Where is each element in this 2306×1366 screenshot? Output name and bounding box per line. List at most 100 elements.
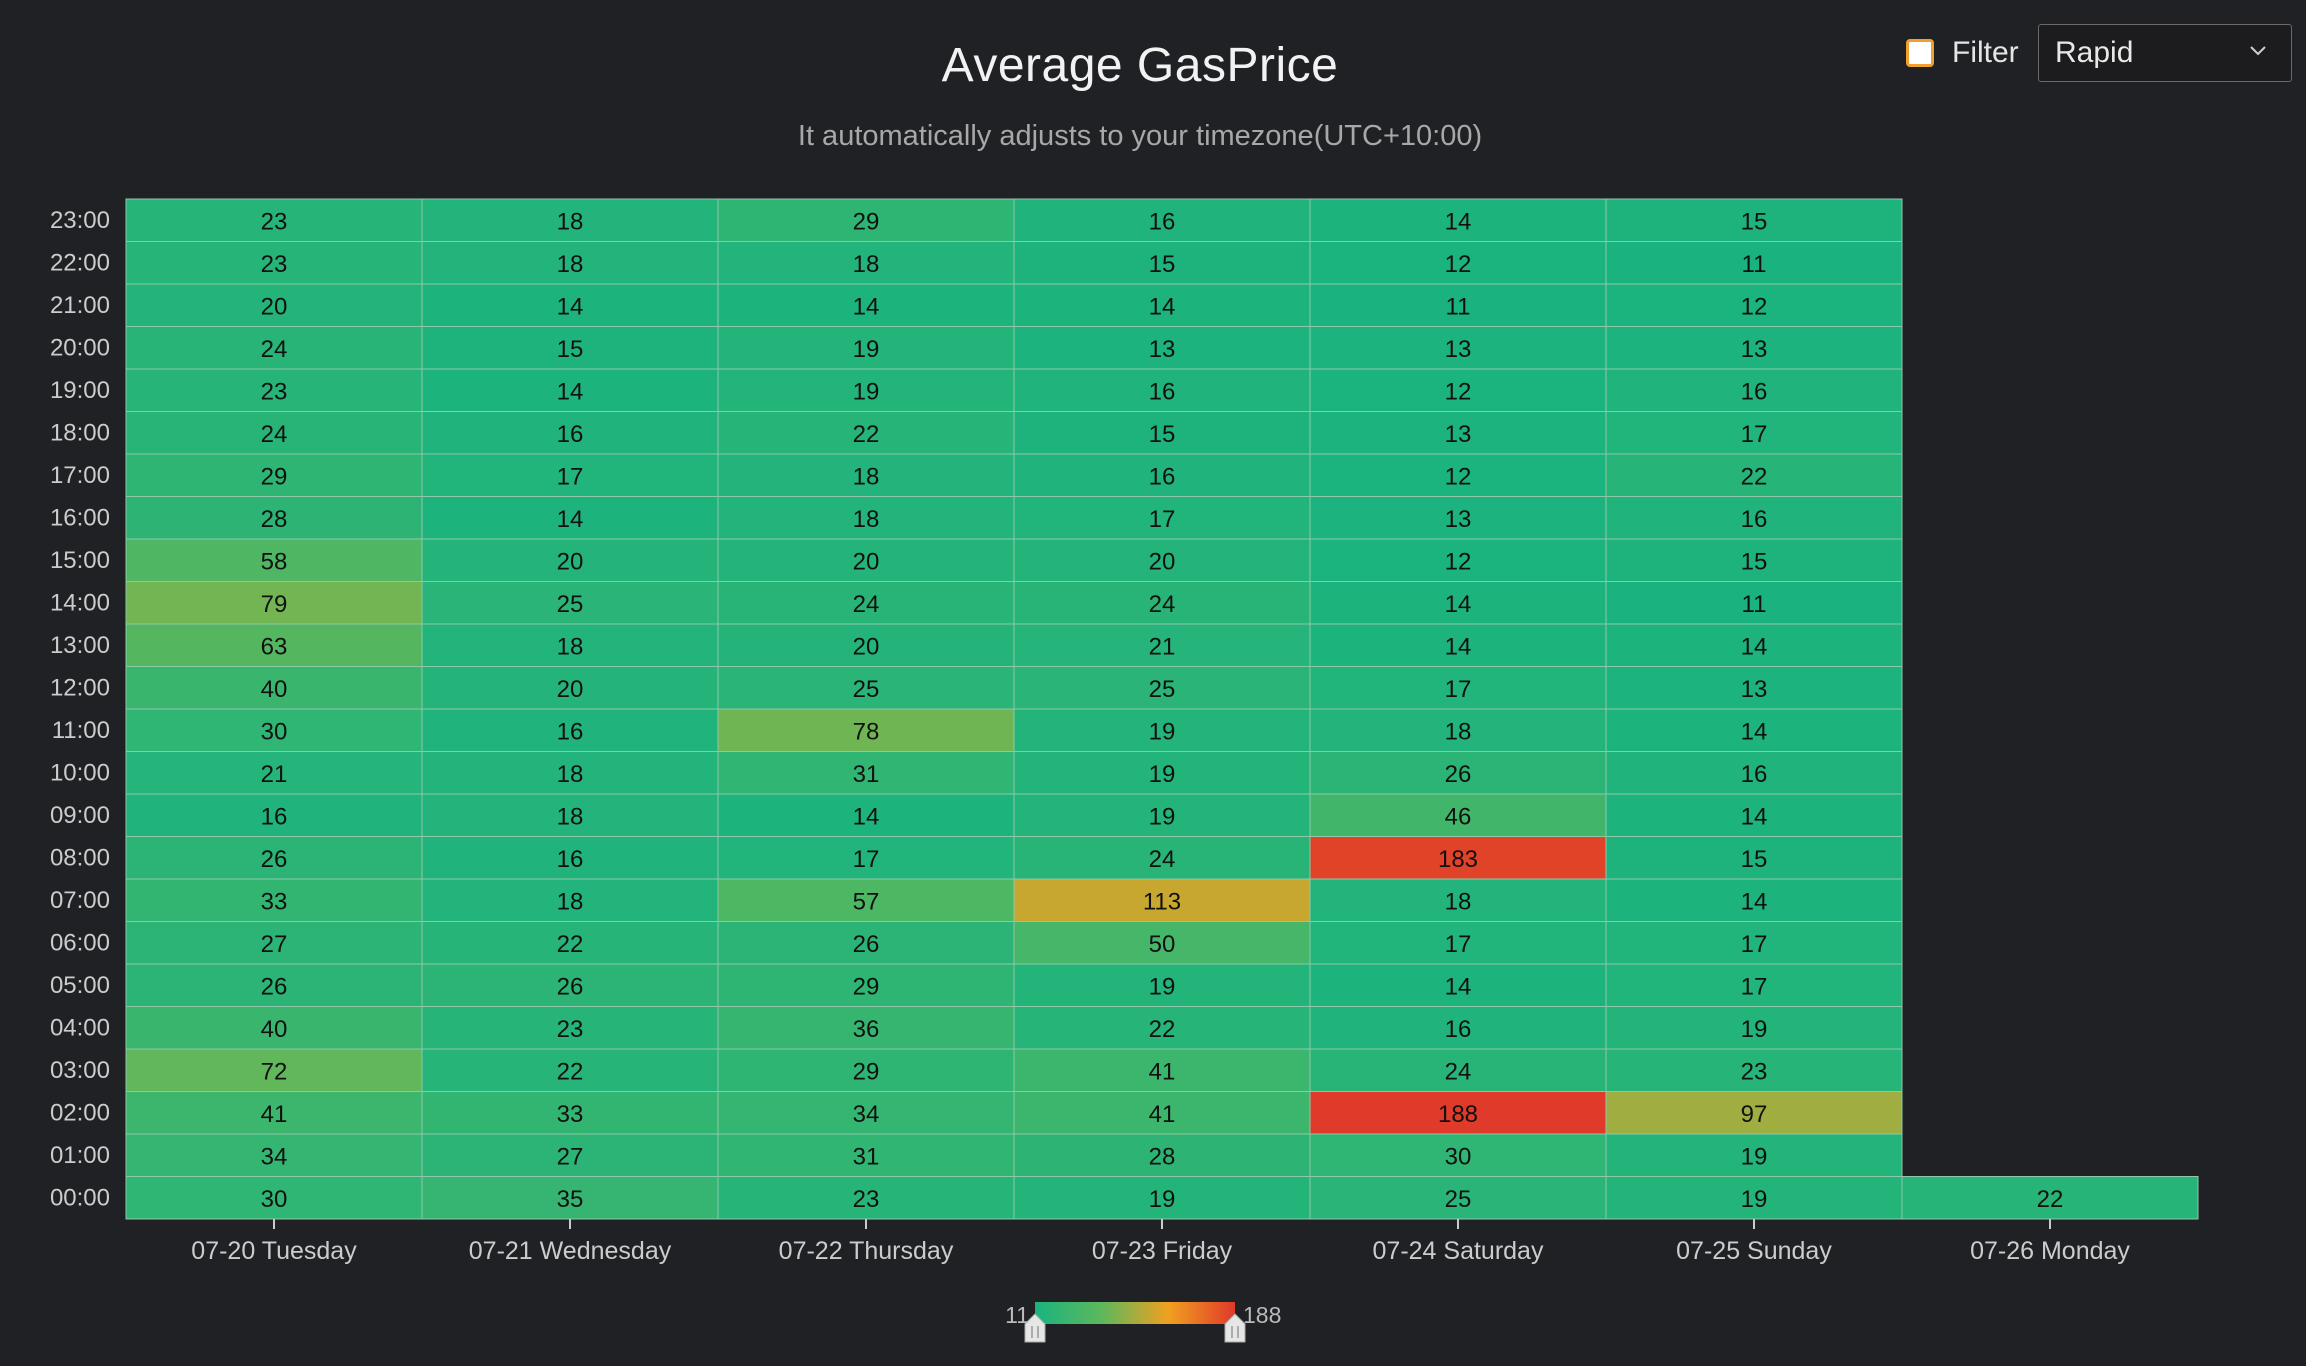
cell-value-label: 14 [557, 293, 584, 320]
heatmap-cell [1901, 1176, 2199, 1220]
heatmap-cell [421, 453, 719, 497]
heatmap-cell [1309, 411, 1607, 455]
heatmap-cell [1309, 1176, 1607, 1220]
heatmap-cell [1309, 538, 1607, 582]
heatmap-cell [1309, 496, 1607, 540]
heatmap-cell [125, 1133, 423, 1177]
cell-value-label: 33 [557, 1101, 584, 1128]
cell-value-label: 21 [261, 761, 288, 788]
heatmap-cell [717, 198, 1015, 242]
cell-value-label: 20 [557, 676, 584, 703]
heatmap-cell [421, 368, 719, 412]
cell-value-label: 17 [1445, 931, 1472, 958]
heatmap-cell [1605, 751, 1903, 795]
cell-value-label: 23 [261, 378, 288, 405]
cell-value-label: 21 [1149, 633, 1176, 660]
y-axis-tick-label: 06:00 [50, 930, 110, 957]
heatmap-cell [1309, 623, 1607, 667]
cell-value-label: 17 [1741, 931, 1768, 958]
cell-value-label: 16 [1149, 378, 1176, 405]
cell-value-label: 40 [261, 1016, 288, 1043]
heatmap-cell [717, 963, 1015, 1007]
visual-map-min-handle[interactable] [1024, 1313, 1046, 1343]
heatmap-cell [125, 751, 423, 795]
heatmap-cell [421, 326, 719, 370]
heatmap-cell [1605, 198, 1903, 242]
cell-value-label: 23 [853, 1186, 880, 1213]
cell-value-label: 17 [557, 463, 584, 490]
filter-label: Filter [1952, 36, 2019, 69]
visual-map-max-handle[interactable] [1224, 1313, 1246, 1343]
cell-value-label: 23 [1741, 1058, 1768, 1085]
heatmap-cell [717, 326, 1015, 370]
cell-value-label: 188 [1438, 1101, 1478, 1128]
cell-value-label: 72 [261, 1058, 288, 1085]
cell-value-label: 11 [1742, 591, 1767, 618]
cell-value-label: 12 [1445, 463, 1472, 490]
heatmap-cell [1013, 836, 1311, 880]
cell-value-label: 63 [261, 633, 288, 660]
cell-value-label: 19 [1149, 761, 1176, 788]
cell-value-label: 28 [261, 506, 288, 533]
heatmap-cell [1013, 368, 1311, 412]
cell-value-label: 29 [853, 973, 880, 1000]
heatmap-cell [1309, 368, 1607, 412]
heatmap-cell [717, 836, 1015, 880]
cell-value-label: 14 [1149, 293, 1176, 320]
heatmap-cell [1309, 1048, 1607, 1092]
cell-value-label: 25 [1445, 1186, 1472, 1213]
cell-value-label: 23 [557, 1016, 584, 1043]
cell-value-label: 29 [853, 208, 880, 235]
filter-checkbox[interactable] [1906, 39, 1934, 67]
heatmap-cell [125, 921, 423, 965]
cell-value-label: 26 [557, 973, 584, 1000]
heatmap-cell [1309, 453, 1607, 497]
cell-value-label: 14 [853, 293, 880, 320]
cell-value-label: 22 [557, 931, 584, 958]
heatmap-cell [717, 1048, 1015, 1092]
y-axis-tick-label: 01:00 [50, 1142, 110, 1169]
heatmap-cell [1013, 963, 1311, 1007]
cell-value-label: 15 [1741, 846, 1768, 873]
heatmap-cell [1309, 1133, 1607, 1177]
y-axis-tick-label: 13:00 [50, 632, 110, 659]
chevron-down-icon [2250, 46, 2266, 56]
heatmap-cell [1309, 793, 1607, 837]
cell-value-label: 26 [261, 846, 288, 873]
heatmap-cell [1605, 326, 1903, 370]
heatmap-cell [125, 283, 423, 327]
heatmap-cell [717, 241, 1015, 285]
cell-value-label: 19 [853, 378, 880, 405]
heatmap-cell [421, 538, 719, 582]
y-axis-tick-label: 23:00 [50, 207, 110, 234]
cell-value-label: 20 [1149, 548, 1176, 575]
heatmap-cell [717, 581, 1015, 625]
cell-value-label: 17 [1741, 421, 1768, 448]
cell-value-label: 33 [261, 888, 288, 915]
cell-value-label: 19 [853, 336, 880, 363]
filter-control[interactable]: Filter [1906, 36, 2019, 70]
heatmap-cell [1605, 538, 1903, 582]
cell-value-label: 13 [1741, 336, 1768, 363]
cell-value-label: 26 [1445, 761, 1472, 788]
visual-map-max-label: 188 [1243, 1302, 1281, 1328]
cell-value-label: 18 [557, 761, 584, 788]
x-axis-tick-label: 07-21 Wednesday [469, 1237, 672, 1265]
cell-value-label: 23 [261, 208, 288, 235]
heatmap-cell [1605, 666, 1903, 710]
heatmap-cell [1309, 283, 1607, 327]
heatmap-cell [1013, 623, 1311, 667]
cell-value-label: 16 [261, 803, 288, 830]
cell-value-label: 58 [261, 548, 288, 575]
cell-value-label: 24 [261, 421, 288, 448]
cell-value-label: 41 [1149, 1058, 1176, 1085]
heatmap-cell [125, 581, 423, 625]
heatmap-cell [1605, 411, 1903, 455]
speed-select[interactable]: Rapid [2038, 24, 2292, 82]
y-axis-tick-label: 03:00 [50, 1057, 110, 1084]
x-axis-tick-label: 07-26 Monday [1970, 1237, 2130, 1265]
y-axis-tick-label: 20:00 [50, 335, 110, 362]
cell-value-label: 34 [261, 1143, 288, 1170]
cell-value-label: 19 [1741, 1186, 1768, 1213]
